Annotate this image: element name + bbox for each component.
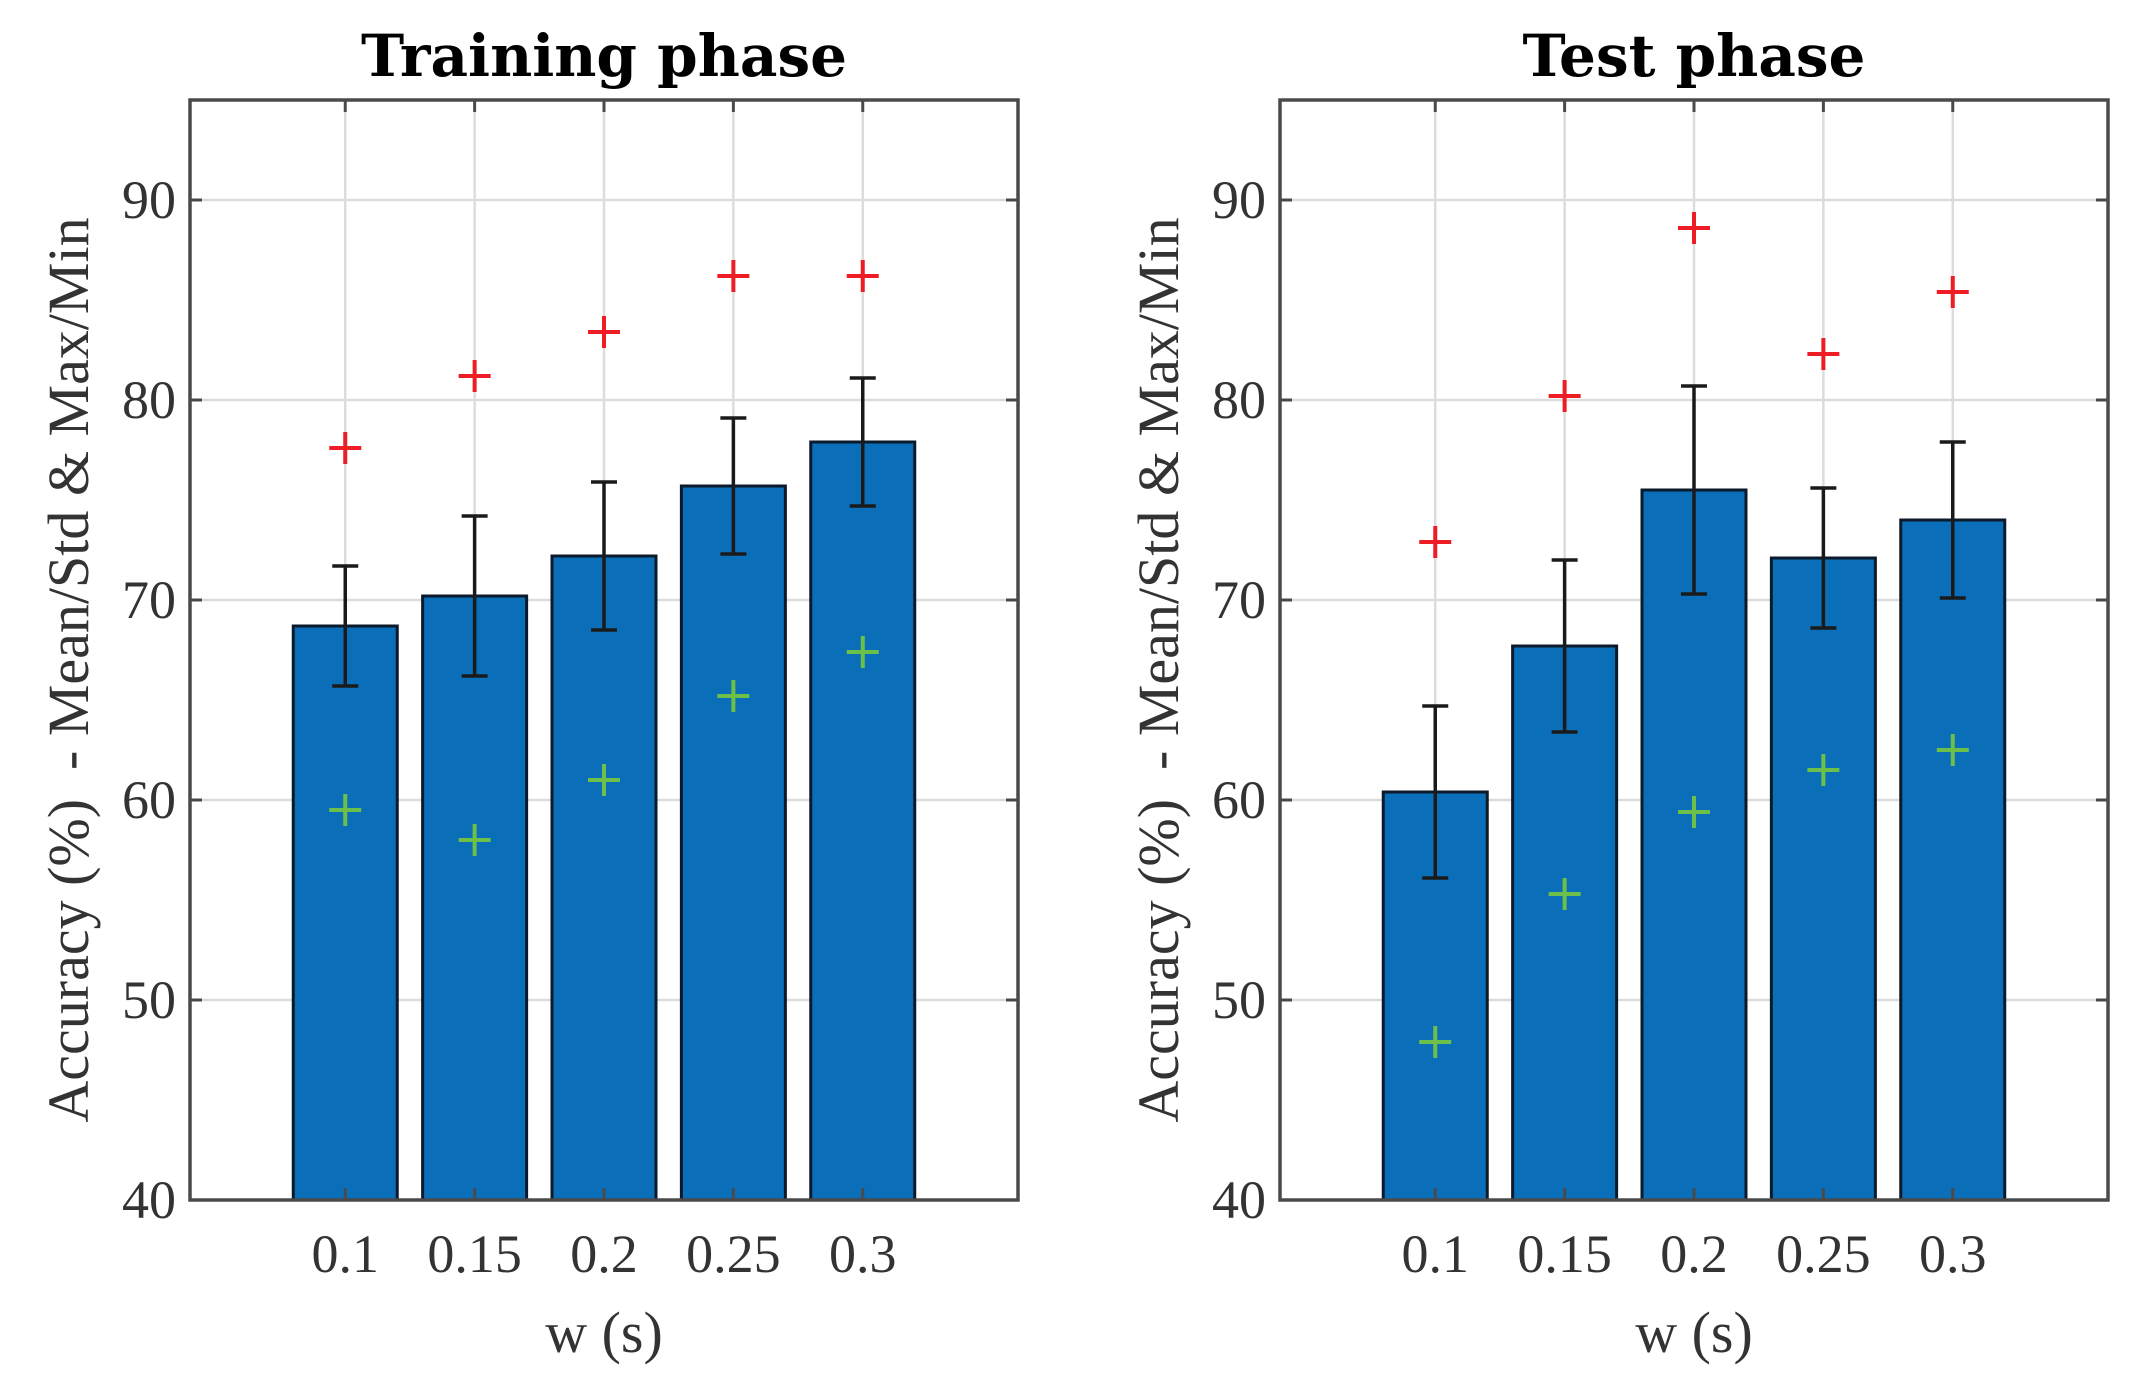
x-tick-label: 0.1 [1402,1224,1470,1284]
bar-mean-0.2 [550,554,658,1202]
y-tick-label: 90 [122,170,176,230]
max-marker-0.2 [588,316,620,348]
bar-mean-0.3 [809,440,917,1202]
min-marker-0.2 [1678,796,1710,828]
chart-title: Training phase [361,22,847,90]
min-marker-0.15 [1548,878,1581,910]
min-marker-0.25 [717,680,750,712]
x-tick-label: 0.25 [686,1224,781,1284]
bar-mean-0.25 [679,484,787,1202]
max-marker-0.2 [1678,212,1710,244]
y-tick-label: 40 [122,1170,176,1230]
bar-mean-0.25 [1769,556,1877,1202]
training-phase-panel: 40 50 60 70 80 90 0.1 0.15 0.2 0.25 0.3 Training ph… [36,22,1020,1365]
max-marker-0.1 [329,432,362,464]
x-axis-label: w (s) [545,1300,663,1365]
max-marker-0.3 [1936,276,1969,308]
min-marker-0.3 [1936,734,1969,766]
max-marker-0.15 [1548,380,1581,412]
bar-mean-0.3 [1899,518,2007,1202]
y-tick-label: 70 [122,570,176,630]
y-tick-label: 80 [122,370,176,430]
x-tick-label: 0.1 [312,1224,380,1284]
x-tick-label: 0.2 [1660,1224,1728,1284]
min-marker-0.3 [846,636,879,668]
y-axis-label: Accuracy (%) - Mean/Std & Max/Min [1126,217,1191,1122]
bar-mean-0.1 [291,624,399,1202]
min-marker-0.1 [1419,1026,1452,1058]
bar-mean-0.15 [421,594,529,1202]
max-marker-0.25 [717,260,750,292]
min-marker-0.25 [1807,754,1840,786]
y-tick-label: 50 [122,970,176,1030]
max-marker-0.15 [458,360,491,392]
max-marker-0.1 [1419,526,1452,558]
y-tick-label: 60 [122,770,176,830]
min-marker-0.2 [588,764,620,796]
test-phase-panel: 40 50 60 70 80 90 0.1 0.15 0.2 0.25 0.3 Test phase w… [1126,22,2110,1365]
x-tick-label: 0.15 [427,1224,522,1284]
x-tick-label: 0.3 [829,1224,897,1284]
x-tick-label: 0.25 [1776,1224,1871,1284]
x-axis-label: w (s) [1635,1300,1753,1365]
y-tick-label: 60 [1212,770,1266,830]
y-tick-label: 70 [1212,570,1266,630]
x-tick-label: 0.3 [1919,1224,1987,1284]
x-tick-label: 0.15 [1517,1224,1612,1284]
min-marker-0.1 [329,794,362,826]
y-tick-label: 40 [1212,1170,1266,1230]
x-tick-label: 0.2 [570,1224,638,1284]
min-marker-0.15 [458,824,491,856]
y-tick-label: 90 [1212,170,1266,230]
bar-mean-0.2 [1640,488,1748,1202]
y-axis-label: Accuracy (%) - Mean/Std & Max/Min [36,217,101,1122]
max-marker-0.25 [1807,338,1840,370]
chart-title: Test phase [1523,22,1866,90]
max-marker-0.3 [846,260,879,292]
y-tick-label: 80 [1212,370,1266,430]
y-tick-label: 50 [1212,970,1266,1030]
